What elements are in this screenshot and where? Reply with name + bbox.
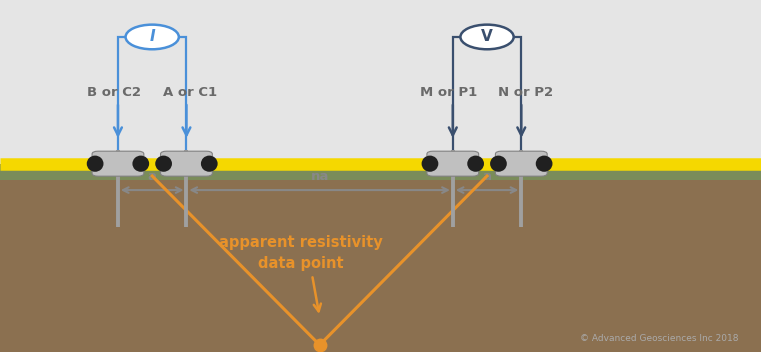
Text: A or C1: A or C1 xyxy=(163,86,218,99)
Text: © Advanced Geosciences Inc 2018: © Advanced Geosciences Inc 2018 xyxy=(580,334,738,343)
FancyBboxPatch shape xyxy=(161,151,212,176)
Text: na: na xyxy=(310,170,329,183)
Bar xyxy=(0,0,761,164)
Text: apparent resistivity
data point: apparent resistivity data point xyxy=(218,235,383,271)
FancyBboxPatch shape xyxy=(92,151,144,176)
Text: a: a xyxy=(148,170,157,183)
Text: N or P2: N or P2 xyxy=(498,86,552,99)
Bar xyxy=(0,164,761,180)
FancyBboxPatch shape xyxy=(427,151,479,176)
Ellipse shape xyxy=(201,156,218,172)
Text: a: a xyxy=(482,170,492,183)
Text: M or P1: M or P1 xyxy=(420,86,478,99)
Bar xyxy=(0,180,761,352)
Ellipse shape xyxy=(422,156,438,172)
Ellipse shape xyxy=(490,156,507,172)
Text: I: I xyxy=(149,30,155,44)
FancyBboxPatch shape xyxy=(495,151,547,176)
Ellipse shape xyxy=(467,156,484,172)
Circle shape xyxy=(460,25,514,49)
Ellipse shape xyxy=(155,156,172,172)
Circle shape xyxy=(126,25,179,49)
Text: V: V xyxy=(481,30,493,44)
Ellipse shape xyxy=(132,156,149,172)
Ellipse shape xyxy=(536,156,552,172)
Ellipse shape xyxy=(87,156,103,172)
Text: B or C2: B or C2 xyxy=(88,86,141,99)
